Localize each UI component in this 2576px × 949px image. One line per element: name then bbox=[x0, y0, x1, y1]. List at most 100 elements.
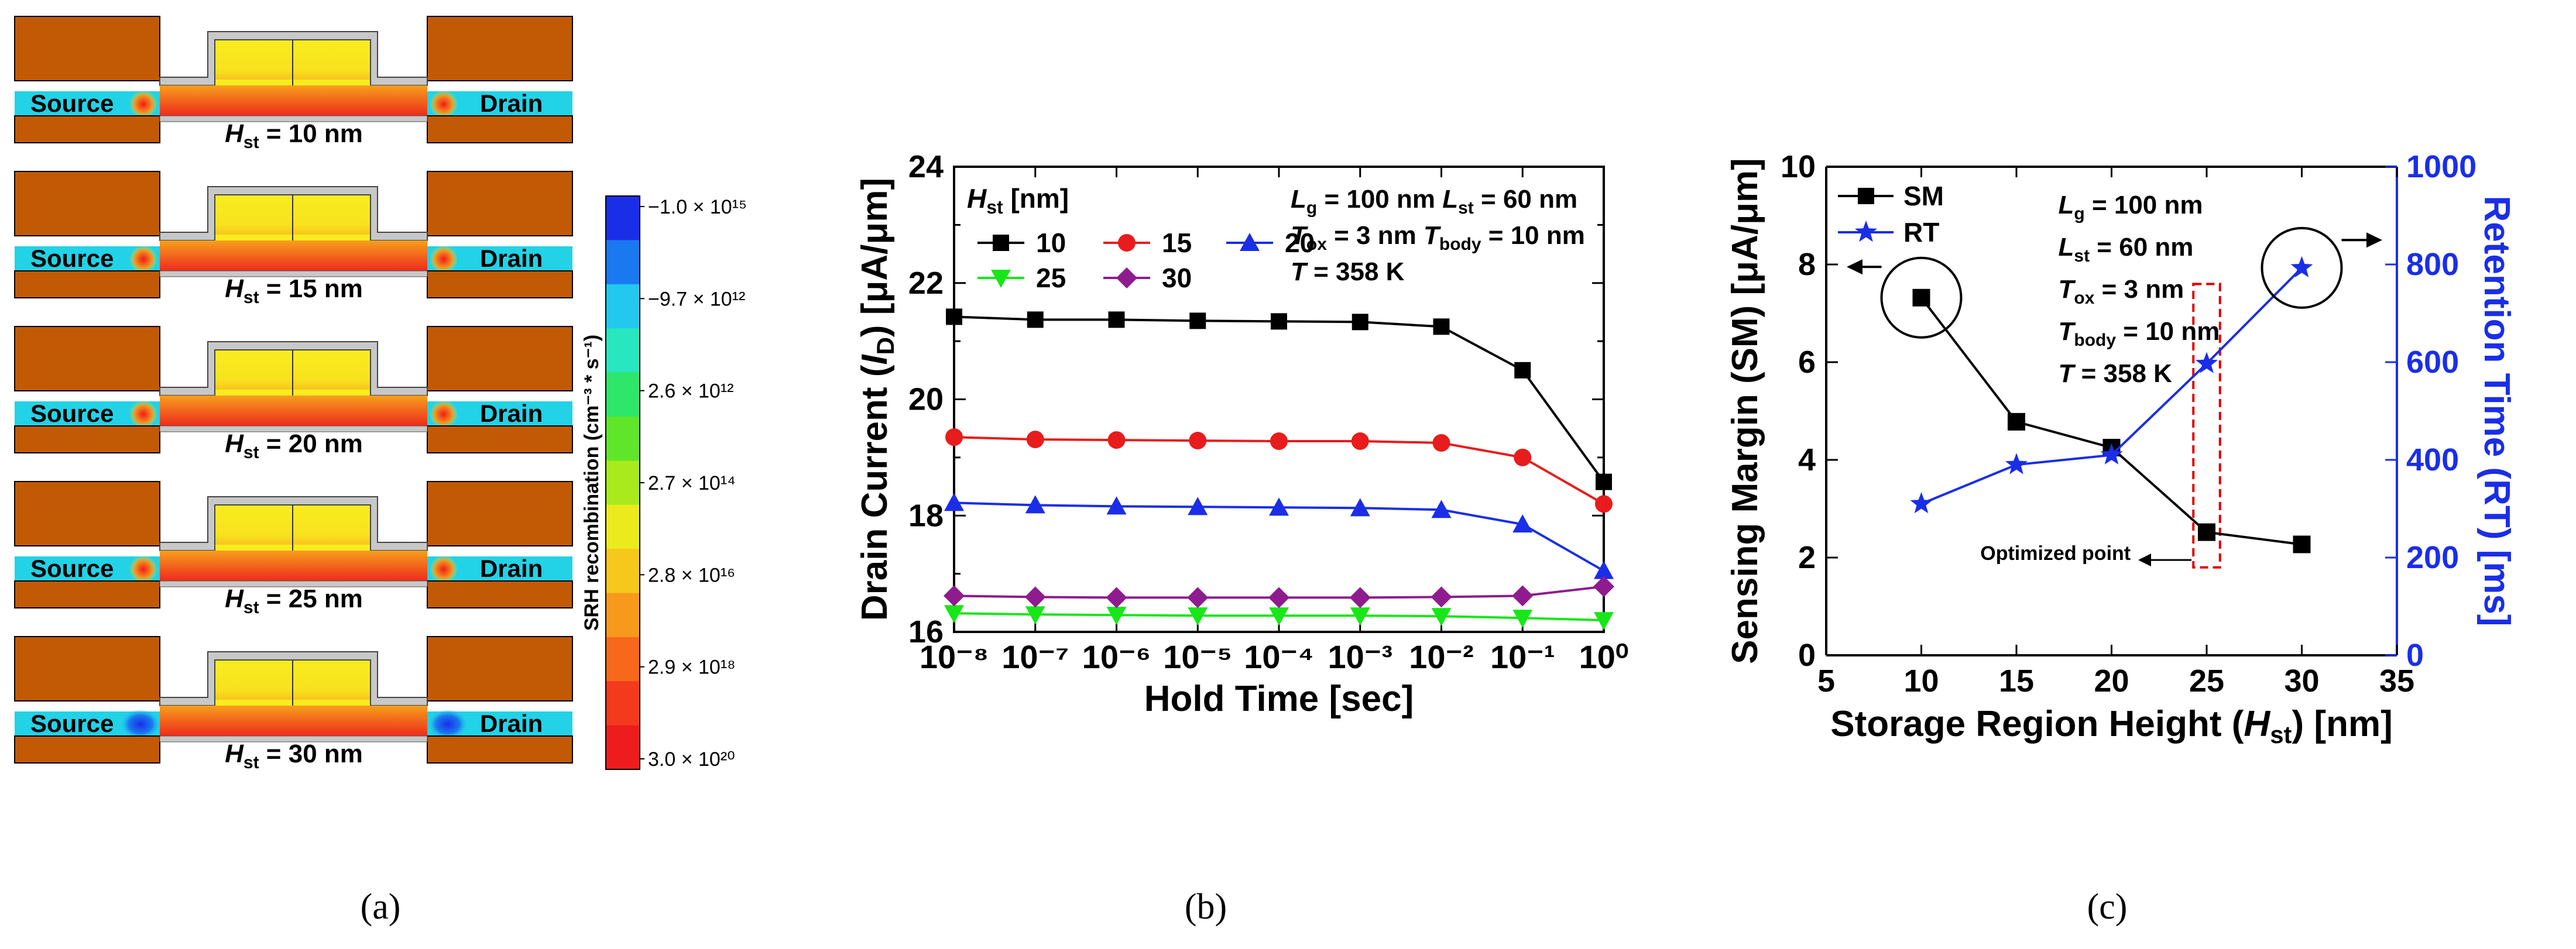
data-point-20 bbox=[1188, 497, 1208, 515]
x-axis-label: Hold Time [sec] bbox=[1144, 679, 1414, 719]
optimized-point-label: Optimized point bbox=[1980, 542, 2131, 565]
bottom-electrode bbox=[14, 580, 160, 608]
colorbar-segment bbox=[606, 637, 640, 682]
colorbar-segment bbox=[606, 681, 640, 726]
drain-label: Drain bbox=[480, 90, 543, 117]
colorbar: −1.0 × 10¹⁵ −9.7 × 10¹² 2.6 × 10¹² 2.7 × 10… bbox=[581, 195, 747, 771]
bottom-oxide bbox=[159, 270, 428, 277]
y-left-tick-label: 8 bbox=[1798, 247, 1816, 282]
data-point-20 bbox=[1512, 514, 1533, 533]
y-left-tick-label: 2 bbox=[1798, 540, 1816, 575]
y-left-tick-label: 10 bbox=[1781, 149, 1816, 184]
y-tick-label: 16 bbox=[908, 614, 944, 649]
legend-marker-25 bbox=[991, 270, 1011, 288]
caption-c: (c) bbox=[2087, 887, 2128, 927]
data-point-30 bbox=[1512, 585, 1534, 607]
hst-label: Hst = 25 nm bbox=[225, 584, 363, 617]
x-tick-label: 30 bbox=[2284, 663, 2319, 699]
data-point-30 bbox=[1024, 586, 1046, 608]
y-left-tick-label: 4 bbox=[1798, 442, 1816, 477]
data-point-30 bbox=[1431, 586, 1452, 608]
recombination-spot bbox=[121, 709, 160, 740]
drain-label: Drain bbox=[480, 245, 543, 272]
data-point-25 bbox=[1188, 607, 1208, 626]
hst-label: Hst = 10 nm bbox=[225, 119, 363, 152]
optimized-arrowhead bbox=[2138, 553, 2151, 567]
drain-electrode bbox=[427, 16, 573, 81]
legend-title: Hst [nm] bbox=[967, 183, 1069, 218]
data-point-RT bbox=[1910, 492, 1933, 514]
data-point-15 bbox=[1595, 495, 1613, 513]
bottom-oxide bbox=[159, 580, 428, 587]
colorbar-segment bbox=[606, 372, 640, 417]
legend-marker-10 bbox=[993, 235, 1009, 251]
data-point-30 bbox=[1593, 576, 1614, 597]
x-tick-label: 10⁻⁸ bbox=[920, 638, 989, 675]
legend-label-25: 25 bbox=[1036, 263, 1066, 293]
colorbar-segment bbox=[606, 196, 640, 241]
hst-label: Hst = 15 nm bbox=[225, 274, 363, 307]
caption-a: (a) bbox=[361, 887, 401, 927]
data-point-30 bbox=[1268, 587, 1289, 608]
colorbar-segment bbox=[606, 549, 640, 594]
device-structure-30: Source Drain Hst = 30 nm bbox=[14, 636, 573, 772]
drain-label: Drain bbox=[480, 710, 543, 737]
param-annotation: T = 358 K bbox=[2059, 359, 2173, 388]
recombination-spot bbox=[430, 555, 458, 583]
panel-b-chart: 10⁻⁸ 10⁻⁷ 10⁻⁶ 10⁻⁵ 10⁻⁴ 10⁻³ 10⁻² 10⁻¹ 10⁰ 16 18 2… bbox=[855, 149, 1628, 719]
recombination-spot bbox=[428, 709, 468, 740]
legend-label-20: 20 bbox=[1285, 228, 1315, 258]
bottom-electrode bbox=[14, 270, 160, 298]
recombination-spot bbox=[129, 245, 157, 273]
colorbar-tick-label: 2.8 × 10¹⁶ bbox=[648, 564, 735, 586]
data-point-15 bbox=[1026, 431, 1044, 449]
data-point-SM bbox=[2008, 412, 2025, 431]
recombination-spot bbox=[129, 555, 157, 583]
param-annotation: Lg = 100 nm Lst = 60 nm bbox=[1291, 185, 1577, 218]
data-point-25 bbox=[1269, 607, 1289, 626]
bottom-electrode bbox=[427, 425, 573, 453]
source-electrode bbox=[14, 481, 160, 546]
param-annotation: Tox = 3 nm Tbody = 10 nm bbox=[1291, 221, 1585, 254]
bottom-electrode bbox=[427, 735, 573, 764]
data-point-10 bbox=[1596, 473, 1612, 490]
source-label: Source bbox=[30, 400, 114, 427]
colorbar-segment bbox=[606, 416, 640, 462]
channel-bottom bbox=[160, 706, 427, 736]
data-point-10 bbox=[1189, 312, 1206, 329]
legend-label-SM: SM bbox=[1903, 181, 1944, 211]
y-right-tick-label: 600 bbox=[2406, 345, 2459, 380]
y-tick-label: 18 bbox=[908, 498, 944, 533]
x-tick-label: 5 bbox=[1817, 663, 1835, 699]
y-left-tick-label: 6 bbox=[1798, 345, 1816, 380]
x-tick-label: 10⁰ bbox=[1579, 638, 1629, 675]
data-point-20 bbox=[1106, 496, 1127, 515]
hst-label: Hst = 30 nm bbox=[225, 740, 363, 772]
y-right-tick-label: 800 bbox=[2406, 247, 2459, 282]
drain-electrode bbox=[427, 171, 573, 236]
colorbar-segment bbox=[606, 284, 640, 329]
x-axis-label: Storage Region Height (Hst) [nm] bbox=[1830, 704, 2392, 748]
y-right-tick-label: 400 bbox=[2406, 442, 2459, 477]
bottom-oxide bbox=[159, 425, 428, 432]
drain-electrode bbox=[427, 636, 573, 702]
source-electrode bbox=[14, 16, 160, 81]
drain-electrode bbox=[427, 326, 573, 391]
arrowhead-rt bbox=[2366, 232, 2382, 248]
recombination-spot bbox=[129, 400, 157, 428]
bottom-electrode bbox=[427, 580, 573, 608]
channel-bottom bbox=[160, 551, 427, 581]
data-point-RT bbox=[2005, 453, 2028, 474]
y-right-tick-label: 0 bbox=[2406, 638, 2424, 673]
data-point-SM bbox=[1912, 288, 1930, 307]
data-point-20 bbox=[1350, 498, 1370, 517]
legend-marker-15 bbox=[1118, 234, 1136, 252]
bottom-oxide bbox=[159, 115, 428, 122]
data-point-30 bbox=[1187, 587, 1209, 608]
x-tick-label: 10⁻⁶ bbox=[1082, 638, 1151, 675]
x-tick-label: 25 bbox=[2189, 663, 2224, 699]
data-point-20 bbox=[1594, 561, 1614, 579]
colorbar-segment bbox=[606, 240, 640, 285]
param-annotation: Tox = 3 nm bbox=[2059, 275, 2184, 308]
